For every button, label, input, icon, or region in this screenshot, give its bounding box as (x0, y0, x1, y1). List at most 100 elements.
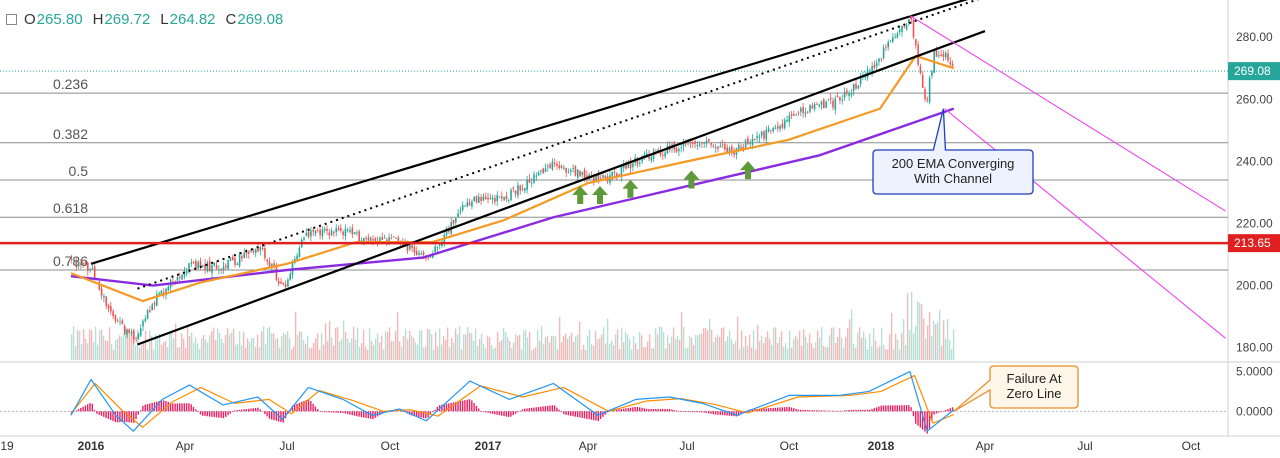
legend-toggle-icon[interactable] (6, 14, 17, 25)
candle-body (517, 184, 519, 196)
candle-body (648, 154, 650, 159)
macd-histogram-bar (411, 411, 413, 416)
candle-body (333, 232, 335, 233)
fib-level-label: 0.382 (53, 126, 88, 142)
volume-bar (884, 348, 887, 360)
macd-histogram-bar (629, 407, 632, 412)
candle-body (512, 188, 515, 189)
macd-histogram-bar (823, 410, 825, 412)
volume-bar (286, 330, 289, 360)
volume-bar (942, 320, 945, 360)
volume-bar (392, 341, 395, 360)
macd-histogram-bar (305, 400, 307, 412)
candle-body (199, 260, 202, 268)
macd-histogram-bar (519, 410, 521, 412)
macd-histogram-bar (280, 411, 282, 423)
macd-histogram-bar (112, 411, 114, 421)
volume-bar (790, 347, 793, 360)
volume-bar (186, 326, 189, 360)
macd-histogram-bar (691, 411, 694, 413)
candle-body (501, 196, 503, 199)
price-tick-label: 200.00 (1236, 279, 1273, 293)
candle-body (188, 263, 190, 270)
candle-body (836, 96, 839, 98)
macd-histogram-bar (804, 409, 807, 412)
candle-body (82, 263, 85, 265)
candle-body (468, 202, 471, 206)
volume-bar (330, 337, 333, 360)
candle-body (898, 29, 901, 33)
volume-bar (932, 320, 935, 360)
time-tick-label: Oct (1182, 439, 1201, 453)
volume-bar (446, 327, 449, 360)
macd-histogram-bar (478, 408, 480, 412)
volume-bar (168, 333, 171, 360)
candle-body (498, 196, 501, 198)
macd-histogram-bar (252, 408, 255, 412)
macd-histogram-bar (724, 411, 726, 416)
candle-body (491, 197, 494, 200)
candle-body (225, 265, 227, 268)
macd-histogram-bar (119, 411, 121, 423)
candle-body (719, 145, 722, 148)
volume-bar (546, 335, 549, 360)
candle-body (144, 318, 147, 322)
volume-bar (712, 342, 715, 360)
candle-body (931, 71, 933, 76)
macd-histogram-bar (634, 406, 636, 412)
candle-body (176, 276, 179, 281)
open-label: O (24, 11, 36, 28)
candle-body (887, 41, 890, 48)
macd-histogram-bar (220, 411, 222, 418)
volume-bar (384, 330, 387, 360)
time-tick-label: 19 (0, 439, 14, 453)
volume-bar (348, 342, 351, 360)
candle-body (875, 62, 878, 67)
macd-histogram-bar (455, 401, 457, 412)
volume-bar (554, 336, 557, 360)
candle-body (323, 228, 326, 231)
macd-histogram-bar (471, 400, 473, 412)
macd-histogram-bar (346, 411, 349, 415)
volume-bar (188, 336, 191, 360)
volume-bar (578, 321, 581, 360)
candle-body (917, 44, 919, 65)
macd-histogram-bar (666, 408, 669, 412)
candle-body (314, 230, 317, 234)
volume-bar (534, 347, 537, 360)
candle-body (910, 16, 913, 20)
macd-histogram-bar (197, 411, 199, 412)
volume-bar (668, 343, 671, 360)
candle-body (871, 66, 873, 72)
candle-body (195, 260, 197, 269)
candle-body (436, 247, 439, 248)
macd-histogram-bar (514, 411, 517, 414)
volume-bar (614, 334, 617, 360)
macd-histogram-bar (93, 410, 96, 412)
volume-bar (130, 330, 133, 360)
macd-histogram-bar (581, 411, 583, 418)
volume-bar (560, 342, 563, 360)
macd-histogram-bar (501, 411, 503, 416)
macd-histogram-bar (282, 411, 284, 423)
volume-bar (112, 349, 115, 360)
candle-body (261, 247, 264, 250)
candle-body (130, 331, 133, 334)
candle-body (75, 261, 78, 268)
volume-bar (842, 347, 845, 360)
volume-bar (428, 329, 431, 360)
volume-bar (700, 333, 703, 360)
candle-body (829, 98, 832, 100)
close-value: 269.08 (237, 11, 284, 28)
macd-histogram-bar (445, 403, 448, 412)
volume-bar (84, 338, 87, 360)
volume-bar (552, 335, 555, 360)
volume-bar (666, 335, 669, 360)
candle-body (703, 143, 706, 144)
candle-body (84, 261, 87, 265)
macd-histogram-bar (740, 411, 742, 415)
candle-body (602, 175, 604, 178)
volume-bar (322, 344, 325, 360)
